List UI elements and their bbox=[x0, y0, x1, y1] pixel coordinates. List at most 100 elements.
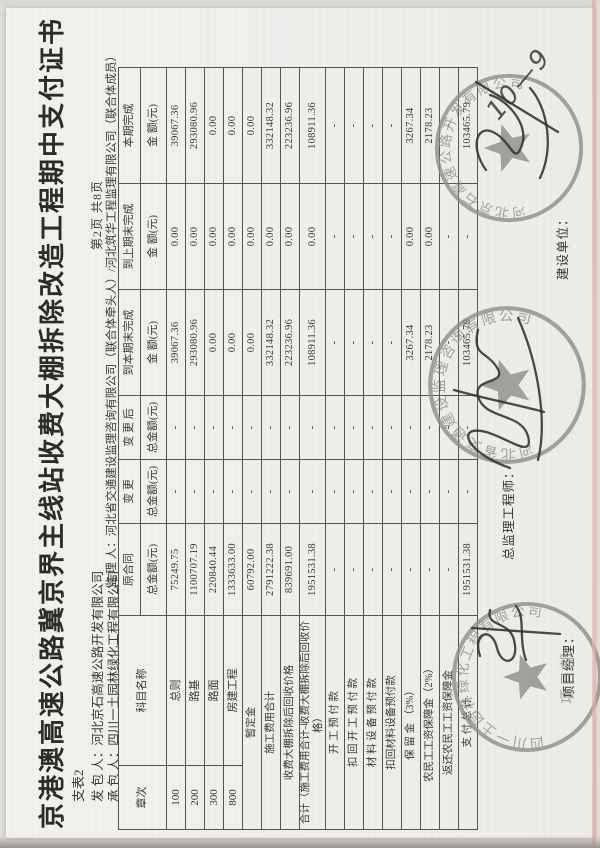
amount-cell-to_period_end: - bbox=[382, 289, 402, 396]
amount-cell-to_prev_end: 0.00 bbox=[299, 183, 326, 290]
amount-cell-change: - bbox=[242, 459, 262, 524]
header-chapter: 章次 bbox=[118, 765, 167, 830]
subheader-amount-1: 金 额(元) bbox=[140, 289, 167, 396]
header-after-change: 变 更 后 bbox=[118, 395, 141, 460]
amount-cell-to_prev_end: 0.00 bbox=[166, 183, 186, 290]
amount-cell-original: 220840.44 bbox=[204, 523, 224, 616]
item-name-cell: 材 料 设 备 预 付 款 bbox=[363, 615, 383, 830]
table-row: 100 总则 75249.75- -39067.36 0.00 39067.36 bbox=[166, 67, 186, 830]
amount-cell-to_prev_end: 0.00 bbox=[401, 183, 421, 290]
amount-cell-change: - bbox=[420, 459, 440, 524]
item-name-cell: 开 工 预 付 款 bbox=[325, 615, 345, 830]
amount-cell-to_period_end: - bbox=[325, 289, 345, 396]
item-name-cell: 总则 bbox=[166, 615, 186, 766]
table-row: 施工费用合计 2791222.38- -332148.32 0.00 332148.32 bbox=[261, 67, 281, 830]
form-code: 支表2 bbox=[71, 769, 86, 802]
header-original-contract: 原合同 bbox=[118, 523, 141, 616]
amount-cell-original: 1951531.38 bbox=[299, 523, 326, 616]
table-row: 暂定金 60792.00- -0.00 0.00 0.00 bbox=[242, 67, 262, 830]
amount-cell-current: 0.00 bbox=[242, 67, 262, 184]
amount-cell-to_period_end: 0.00 bbox=[242, 289, 262, 396]
amount-cell-to_period_end: 223236.96 bbox=[280, 289, 300, 396]
amount-cell-to_period_end: - bbox=[363, 289, 383, 396]
supervisor-seal-stamp: 河北省交通建设监理咨询有限公司 bbox=[424, 302, 590, 468]
amount-cell-to_period_end: 0.00 bbox=[204, 289, 224, 396]
amount-cell-original: - bbox=[344, 523, 364, 616]
table-row: 300 路面 220840.44- -0.00 0.00 0.00 bbox=[204, 67, 224, 830]
amount-cell-current: - bbox=[344, 67, 364, 184]
amount-cell-change: - bbox=[299, 459, 326, 524]
amount-cell-current: 0.00 bbox=[223, 67, 243, 184]
amount-cell-original: 2791222.38 bbox=[261, 523, 281, 616]
contractor-seal-center-text: 项目部 bbox=[559, 650, 576, 703]
amount-cell-change: - bbox=[325, 459, 345, 524]
subheader-total-amount-2: 总金额(元) bbox=[140, 459, 167, 524]
amount-cell-after_change: - bbox=[344, 395, 364, 460]
subheader-total-amount-1: 总金额(元) bbox=[140, 523, 167, 616]
amount-cell-after_change: - bbox=[242, 395, 262, 460]
amount-cell-change: - bbox=[280, 459, 300, 524]
amount-cell-after_change: - bbox=[166, 395, 186, 460]
table-row: 材 料 设 备 预 付 款------ bbox=[363, 67, 383, 830]
amount-cell-to_period_end: 108911.36 bbox=[299, 289, 326, 396]
amount-cell-to_prev_end: 0.00 bbox=[261, 183, 281, 290]
header-current-period: 本期完成 bbox=[118, 67, 141, 184]
subheader-amount-3: 金 额(元) bbox=[140, 67, 167, 184]
contractor-seal-stamp: 四川一土园林绿化工程有限公司 项目部 bbox=[448, 598, 600, 756]
amount-cell-after_change: - bbox=[204, 395, 224, 460]
amount-cell-after_change: - bbox=[223, 395, 243, 460]
item-name-cell: 暂定金 bbox=[242, 615, 262, 830]
client-signature bbox=[474, 80, 560, 180]
amount-cell-after_change: - bbox=[185, 395, 205, 460]
item-name-cell: 路面 bbox=[204, 615, 224, 766]
header-change: 变 更 bbox=[118, 459, 141, 524]
amount-cell-to_prev_end: - bbox=[363, 183, 383, 290]
header-to-prev-period-end: 到上期末完成 bbox=[118, 183, 141, 290]
amount-cell-current: - bbox=[363, 67, 383, 184]
amount-cell-original: 75249.75 bbox=[166, 523, 186, 616]
project-manager-signature bbox=[470, 604, 562, 662]
amount-cell-to_period_end: 3267.34 bbox=[401, 289, 421, 396]
item-name-cell: 路基 bbox=[185, 615, 205, 766]
amount-cell-change: - bbox=[166, 459, 186, 524]
amount-cell-current: 293080.96 bbox=[185, 67, 205, 184]
item-name-cell: 合计（施工费用合计-收费大棚拆除后回收价格） bbox=[299, 615, 326, 830]
scan-edge-right bbox=[592, 0, 596, 848]
amount-cell-change: - bbox=[382, 459, 402, 524]
chapter-cell: 800 bbox=[223, 765, 243, 830]
amount-cell-current: - bbox=[382, 67, 402, 184]
amount-cell-to_prev_end: - bbox=[344, 183, 364, 290]
scan-edge-bottom bbox=[0, 836, 600, 848]
amount-cell-current: 332148.32 bbox=[261, 67, 281, 184]
table-row: 800 房建工程 1333633.00- -0.00 0.00 0.00 bbox=[223, 67, 243, 830]
table-row: 收费大棚拆除后回收价格 839691.00- -223236.96 0.00 22323… bbox=[280, 67, 300, 830]
chief-supervisor-signature bbox=[452, 316, 546, 470]
chapter-cell: 200 bbox=[185, 765, 205, 830]
table-row: 扣回材料设备预付款 - - - - - - bbox=[382, 67, 402, 830]
amount-cell-change: - bbox=[344, 459, 364, 524]
item-name-cell: 施工费用合计 bbox=[261, 615, 281, 830]
amount-cell-change: - bbox=[204, 459, 224, 524]
amount-cell-to_period_end: 332148.32 bbox=[261, 289, 281, 396]
subheader-amount-2: 金 额(元) bbox=[140, 183, 167, 290]
item-name-cell: 扣回材料设备预付款 bbox=[382, 615, 402, 830]
subheader-total-amount-3: 总金额(元) bbox=[140, 395, 167, 460]
supervisor-name: 河北省交通建设监理咨询有限公司（联合体牵头人）/河北筑华工程监理有限公司（联合体… bbox=[106, 50, 118, 537]
payment-certificate-document: 京港澳高速公路冀京界主线站收费大棚拆除改造工程期中支付证书 支表2 第2页 共8… bbox=[6, 8, 600, 838]
amount-cell-current: 3267.34 bbox=[401, 67, 421, 184]
amount-cell-original: 1100707.19 bbox=[185, 523, 205, 616]
chapter-cell: 300 bbox=[204, 765, 224, 830]
amount-cell-original: 1333633.00 bbox=[223, 523, 243, 616]
amount-cell-to_prev_end: - bbox=[325, 183, 345, 290]
amount-cell-original: - bbox=[420, 523, 440, 616]
amount-cell-after_change: - bbox=[261, 395, 281, 460]
supervisor-label: 监 理 人： bbox=[106, 536, 118, 588]
amount-cell-after_change: - bbox=[363, 395, 383, 460]
amount-cell-after_change: - bbox=[325, 395, 345, 460]
amount-cell-to_period_end: 0.00 bbox=[223, 289, 243, 396]
amount-cell-current: 108911.36 bbox=[299, 67, 326, 184]
amount-cell-after_change: - bbox=[401, 395, 421, 460]
amount-cell-change: - bbox=[401, 459, 421, 524]
supervisor-line: 监 理 人：河北省交通建设监理咨询有限公司（联合体牵头人）/河北筑华工程监理有限… bbox=[103, 50, 119, 588]
